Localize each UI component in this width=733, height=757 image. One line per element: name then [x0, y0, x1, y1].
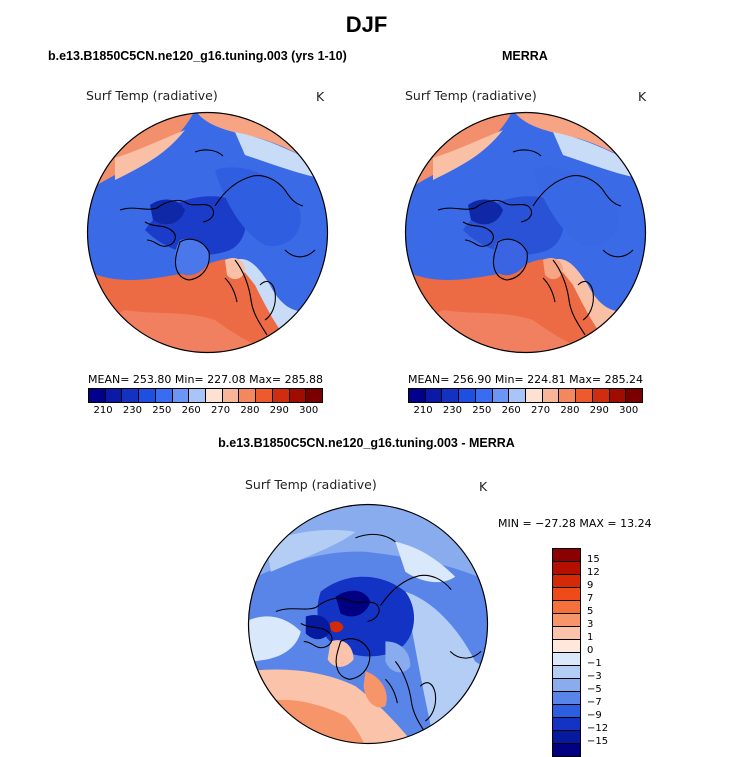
colorbar-tick-label: 280: [240, 405, 260, 416]
colorbar-swatch: [442, 389, 460, 402]
colorbar-tick-label: −5: [587, 684, 602, 695]
colorbar-swatch: [542, 389, 560, 402]
panel-1-polar-map: [86, 111, 329, 354]
colorbar-swatch: [553, 705, 580, 718]
colorbar-swatch: [553, 744, 580, 756]
panel-3-units-label: K: [479, 479, 488, 494]
panel-2-units-label: K: [638, 89, 647, 104]
colorbar-tick-label: 210: [93, 405, 113, 416]
colorbar-swatch: [592, 389, 610, 402]
colorbar-tick-label: 260: [501, 405, 521, 416]
panel-1-stats: MEAN= 253.80 Min= 227.08 Max= 285.88: [88, 373, 324, 386]
colorbar-swatch: [425, 389, 443, 402]
colorbar-swatch: [559, 389, 577, 402]
colorbar-swatch: [509, 389, 527, 402]
colorbar-swatch: [526, 389, 543, 402]
panel-2-stats: MEAN= 256.90 Min= 224.81 Max= 285.24: [408, 373, 644, 386]
colorbar-tick-label: 12: [587, 567, 600, 578]
colorbar-swatch: [105, 389, 123, 402]
colorbar-tick-label: −1: [587, 658, 602, 669]
colorbar-swatch: [89, 389, 106, 402]
colorbar-tick-label: 0: [587, 645, 594, 656]
colorbar-tick-label: 1: [587, 632, 594, 643]
colorbar-swatch: [553, 614, 580, 627]
panel-3-polar-map: [247, 503, 489, 745]
panel-1-colorbar: 210 230 250 260 270 280 290 300: [88, 388, 323, 417]
colorbar-swatch: [475, 389, 493, 402]
colorbar-swatch: [155, 389, 173, 402]
colorbar-tick-label: 9: [587, 580, 594, 591]
colorbar-swatch: [409, 389, 426, 402]
colorbar-tick-label: 260: [181, 405, 201, 416]
colorbar-tick-label: 300: [619, 405, 639, 416]
colorbar-tick-label: 270: [211, 405, 231, 416]
colorbar-swatch: [256, 389, 273, 402]
colorbar-swatch: [576, 389, 593, 402]
colorbar-swatch: [222, 389, 240, 402]
colorbar-tick-label: −7: [587, 697, 602, 708]
colorbar-swatch: [553, 640, 580, 653]
colorbar-swatch: [492, 389, 510, 402]
colorbar-swatch: [553, 601, 580, 614]
page-title: DJF: [345, 12, 388, 37]
colorbar-tick-label: −9: [587, 710, 602, 721]
panel-2-polar-map: [404, 111, 647, 354]
colorbar-tick-label: 3: [587, 619, 594, 630]
colorbar-tick-label: 250: [472, 405, 492, 416]
panel-2-colorbar: 210 230 250 260 270 280 290 300: [408, 388, 643, 417]
colorbar-swatch: [553, 588, 580, 601]
panel-1-units-label: K: [316, 89, 325, 104]
colorbar-tick-label: 300: [299, 405, 319, 416]
colorbar-swatch: [306, 389, 323, 402]
panel-2-variable-label: Surf Temp (radiative): [405, 88, 537, 103]
colorbar-swatch: [206, 389, 223, 402]
colorbar-swatch: [553, 653, 580, 666]
colorbar-swatch: [239, 389, 257, 402]
colorbar-tick-label: −15: [587, 736, 609, 747]
colorbar-tick-label: 7: [587, 593, 594, 604]
colorbar-swatch: [553, 627, 580, 640]
colorbar-tick-label: 290: [589, 405, 609, 416]
colorbar-swatch: [289, 389, 307, 402]
colorbar-swatch: [553, 575, 580, 588]
panel-3-variable-label: Surf Temp (radiative): [245, 477, 377, 492]
colorbar-tick-label: 250: [152, 405, 172, 416]
panel-2-title: MERRA: [502, 49, 548, 63]
colorbar-tick-label: 280: [560, 405, 580, 416]
colorbar-swatch: [553, 692, 580, 705]
colorbar-tick-label: −3: [587, 671, 602, 682]
colorbar-swatch: [553, 679, 580, 692]
panel-3-title: b.e13.B1850C5CN.ne120_g16.tuning.003 - M…: [218, 436, 515, 450]
panel-1-variable-label: Surf Temp (radiative): [86, 88, 218, 103]
colorbar-tick-label: 210: [413, 405, 433, 416]
colorbar-swatch: [553, 562, 580, 575]
panel-3-colorbar: 15 12 9 7 5 3 1 0 −1 −3 −5 −7 −9 −12 −15: [552, 548, 608, 757]
colorbar-swatch: [139, 389, 156, 402]
colorbar-swatch: [272, 389, 290, 402]
colorbar-swatch: [626, 389, 643, 402]
colorbar-tick-label: 230: [122, 405, 143, 416]
colorbar-tick-label: 230: [442, 405, 463, 416]
colorbar-swatch: [609, 389, 627, 402]
colorbar-swatch: [459, 389, 476, 402]
colorbar-swatch: [553, 666, 580, 679]
colorbar-swatch: [553, 731, 580, 744]
colorbar-swatch: [189, 389, 207, 402]
colorbar-swatch: [122, 389, 140, 402]
colorbar-swatch: [553, 718, 580, 731]
colorbar-tick-label: 5: [587, 606, 594, 617]
colorbar-swatch: [172, 389, 190, 402]
panel-1-title: b.e13.B1850C5CN.ne120_g16.tuning.003 (yr…: [48, 49, 347, 63]
colorbar-tick-label: −12: [587, 723, 609, 734]
colorbar-tick-label: 15: [587, 554, 600, 565]
panel-3-stats: MIN = −27.28 MAX = 13.24: [498, 517, 652, 530]
colorbar-swatch: [553, 549, 580, 562]
colorbar-tick-label: 290: [269, 405, 289, 416]
colorbar-tick-label: 270: [531, 405, 551, 416]
